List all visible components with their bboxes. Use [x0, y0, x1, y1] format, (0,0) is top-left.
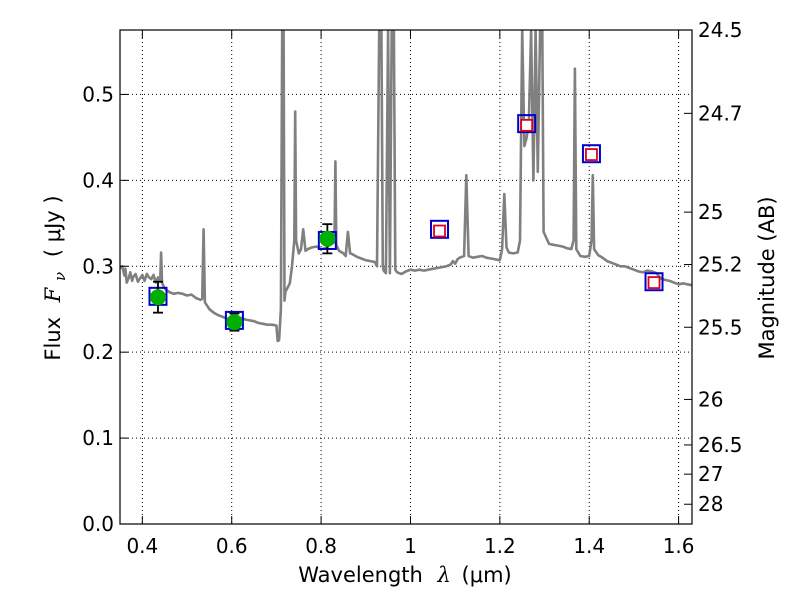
- x-tick-label: 1.4: [573, 534, 605, 558]
- x-axis-title-symbol: λ: [437, 563, 451, 587]
- y2-tick-label: 26: [698, 387, 723, 411]
- y2-tick-label: 28: [698, 492, 723, 516]
- y-tick-label: 0.4: [82, 168, 114, 192]
- y-axis-title-text: Flux: [41, 317, 65, 361]
- model-photometry-marker: [581, 144, 601, 164]
- y-tick-label: 0.2: [82, 340, 114, 364]
- x-axis-title-unit: (μm): [462, 563, 512, 587]
- y2-tick-label: 25.5: [698, 315, 743, 339]
- predicted-photometry-marker: [585, 148, 598, 161]
- ticks: 0.4 0.6 0.8 1 1.2 1.4 1.6 0.0 0.1 0.2 0.3 0.4 0.5 24.…: [82, 18, 742, 558]
- y-tick-label: 0.1: [82, 426, 114, 450]
- y2-tick-label: 25: [698, 200, 723, 224]
- observed-photometry-point: [226, 314, 243, 331]
- model-photometry-marker: [517, 114, 537, 134]
- x-axis-title: Wavelength λ (μm): [298, 563, 511, 587]
- y-axis-title-symbol: F: [41, 286, 65, 303]
- observed-photometry-point: [319, 230, 336, 247]
- y2-tick-label: 26.5: [698, 433, 743, 457]
- photometry-markers: [148, 114, 664, 332]
- model-photometry-marker: [644, 272, 664, 292]
- template-spectrum-line: [120, 30, 692, 343]
- y2-tick-label: 27: [698, 462, 723, 486]
- y-axis-title-subscript: ν: [51, 272, 69, 281]
- plot-frame: [119, 29, 693, 525]
- observed-photometry-point: [149, 289, 166, 306]
- x-tick-label: 1: [404, 534, 417, 558]
- template-spectrum: [120, 30, 692, 343]
- predicted-photometry-marker: [433, 224, 446, 238]
- x-axis-title-text: Wavelength: [298, 563, 423, 587]
- y-tick-label: 0.5: [82, 82, 114, 106]
- y2-tick-label: 24.7: [698, 101, 743, 125]
- y-axis-title: Flux F ν ( μJy ): [41, 195, 70, 360]
- y-tick-label: 0.0: [82, 512, 114, 536]
- x-tick-label: 0.6: [216, 534, 248, 558]
- predicted-photometry-marker: [647, 276, 661, 289]
- y-tick-label: 0.3: [82, 254, 114, 278]
- x-tick-label: 1.2: [484, 534, 516, 558]
- y2-axis-title: Magnitude (AB): [755, 196, 779, 359]
- y-axis-title-unit: ( μJy ): [41, 195, 65, 257]
- x-tick-label: 0.8: [305, 534, 337, 558]
- x-tick-label: 0.4: [126, 534, 158, 558]
- y2-tick-label: 25.2: [698, 253, 743, 277]
- x-tick-label: 1.6: [663, 534, 695, 558]
- model-photometry-marker: [430, 219, 450, 239]
- predicted-photometry-marker: [520, 118, 534, 132]
- grid: [120, 30, 692, 524]
- y2-tick-label: 24.5: [698, 18, 743, 42]
